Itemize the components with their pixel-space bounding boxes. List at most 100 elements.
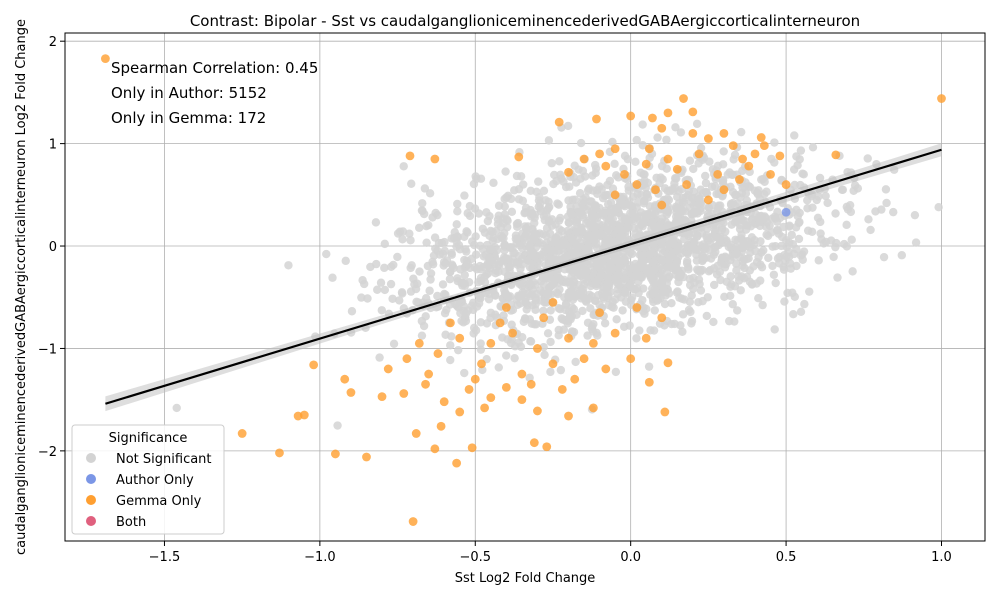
point-not-significant: [564, 292, 574, 301]
point-gemma-only: [501, 382, 511, 392]
point-not-significant: [789, 165, 799, 174]
x-tick-label: −0.5: [459, 550, 491, 565]
point-not-significant: [529, 232, 539, 241]
point-not-significant: [897, 251, 907, 260]
point-not-significant: [284, 261, 293, 270]
point-not-significant: [554, 241, 564, 250]
point-not-significant: [578, 166, 588, 176]
point-not-significant: [540, 350, 549, 360]
point-not-significant: [603, 199, 613, 209]
point-not-significant: [490, 310, 500, 319]
point-not-significant: [687, 291, 696, 300]
point-not-significant: [620, 274, 630, 283]
point-gemma-only: [362, 452, 371, 462]
y-axis-label: caudalganglioniceminencederivedGABAergic…: [14, 19, 29, 555]
point-not-significant: [592, 234, 601, 243]
point-not-significant: [510, 353, 519, 363]
point-not-significant: [803, 196, 812, 205]
point-not-significant: [638, 307, 648, 316]
point-not-significant: [376, 278, 386, 287]
point-gemma-only: [529, 438, 539, 448]
legend-label-gemma-only: Gemma Only: [116, 494, 202, 509]
axis-ticks: −1.5 −1.0 −0.5 0.0 0.5 1.0 −2 −1 0 1 2: [38, 35, 952, 565]
point-not-significant: [425, 286, 434, 295]
point-not-significant: [555, 225, 564, 234]
point-not-significant: [655, 221, 664, 231]
point-not-significant: [555, 285, 564, 294]
point-not-significant: [794, 234, 804, 244]
point-not-significant: [616, 198, 625, 208]
point-not-significant: [492, 245, 502, 255]
point-not-significant: [602, 281, 612, 291]
point-not-significant: [910, 210, 920, 220]
point-not-significant: [663, 221, 672, 230]
point-gemma-only: [564, 167, 573, 177]
point-not-significant: [670, 262, 679, 272]
point-not-significant: [758, 300, 767, 310]
point-not-significant: [691, 207, 700, 216]
point-not-significant: [438, 249, 448, 259]
point-not-significant: [472, 302, 482, 311]
point-not-significant: [428, 260, 438, 269]
point-not-significant: [718, 175, 728, 185]
point-gemma-only: [719, 128, 729, 138]
point-gemma-only: [477, 359, 486, 369]
point-not-significant: [660, 299, 670, 309]
point-not-significant: [470, 240, 479, 250]
point-gemma-only: [526, 379, 536, 389]
point-gemma-only: [564, 411, 573, 421]
point-not-significant: [813, 213, 823, 222]
point-not-significant: [757, 263, 767, 272]
point-not-significant: [508, 305, 518, 315]
y-tick-label: 0: [49, 240, 57, 255]
point-not-significant: [676, 128, 686, 137]
point-not-significant: [800, 299, 809, 309]
point-not-significant: [758, 174, 768, 184]
point-gemma-only: [548, 359, 558, 369]
point-not-significant: [445, 274, 455, 284]
point-not-significant: [333, 421, 342, 430]
point-not-significant: [545, 258, 554, 268]
point-not-significant: [774, 259, 784, 268]
point-not-significant: [799, 170, 808, 179]
point-gemma-only: [679, 94, 688, 103]
point-not-significant: [663, 207, 673, 217]
point-not-significant: [728, 300, 737, 309]
point-not-significant: [440, 309, 450, 318]
point-gemma-only: [663, 358, 673, 368]
point-not-significant: [602, 190, 611, 200]
point-not-significant: [555, 157, 564, 166]
point-not-significant: [728, 252, 737, 261]
point-not-significant: [456, 265, 465, 274]
point-not-significant: [358, 275, 367, 285]
point-not-significant: [645, 202, 655, 211]
point-gemma-only: [383, 364, 393, 374]
point-not-significant: [690, 278, 699, 287]
point-not-significant: [532, 187, 541, 197]
point-not-significant: [507, 207, 517, 217]
point-not-significant: [685, 156, 695, 165]
point-not-significant: [322, 249, 331, 259]
point-not-significant: [775, 252, 784, 262]
point-not-significant: [709, 317, 718, 327]
point-not-significant: [687, 319, 696, 328]
point-not-significant: [424, 220, 433, 230]
point-not-significant: [787, 230, 796, 240]
point-not-significant: [656, 293, 665, 303]
point-not-significant: [603, 273, 613, 283]
point-not-significant: [399, 162, 408, 171]
point-not-significant: [656, 173, 665, 182]
point-gemma-only: [570, 374, 580, 384]
point-not-significant: [668, 234, 677, 244]
point-author-only: [781, 207, 791, 217]
point-not-significant: [733, 217, 742, 226]
point-not-significant: [544, 217, 554, 227]
point-not-significant: [780, 297, 789, 306]
point-not-significant: [407, 179, 416, 188]
point-not-significant: [784, 252, 794, 261]
regression-line-path: [105, 148, 942, 405]
point-gemma-only: [446, 318, 455, 328]
point-not-significant: [463, 228, 472, 237]
point-not-significant: [603, 180, 612, 190]
point-not-significant: [422, 238, 431, 247]
